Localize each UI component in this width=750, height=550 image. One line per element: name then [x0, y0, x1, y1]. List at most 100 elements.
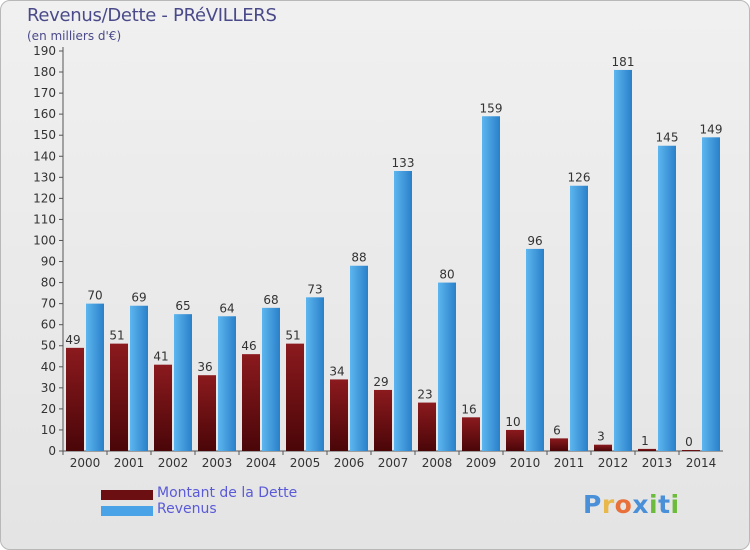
logo-letter: r — [601, 490, 615, 519]
y-tick-label: 0 — [48, 444, 56, 458]
bar-dette — [198, 375, 216, 451]
bar-revenus — [350, 265, 368, 451]
bar-revenus — [438, 282, 456, 451]
chart-subtitle: (en milliers d'€) — [27, 29, 122, 43]
x-tick-label: 2005 — [290, 456, 321, 470]
logo-letter: o — [614, 490, 633, 519]
y-tick-label: 70 — [41, 297, 56, 311]
x-tick-label: 2014 — [686, 456, 717, 470]
logo-letter: i — [670, 490, 680, 519]
x-tick-label: 2009 — [466, 456, 497, 470]
y-tick-label: 10 — [41, 423, 56, 437]
bar-dette — [638, 448, 656, 451]
data-label-dette: 6 — [553, 423, 561, 437]
data-label-revenus: 69 — [131, 291, 146, 305]
data-label-revenus: 181 — [612, 55, 635, 69]
data-label-dette: 23 — [417, 388, 432, 402]
bar-revenus — [218, 316, 236, 451]
bar-dette — [286, 343, 304, 451]
bar-revenus — [394, 171, 412, 451]
y-tick-label: 170 — [33, 86, 56, 100]
bar-revenus — [130, 305, 148, 451]
bar-dette — [682, 450, 700, 451]
y-tick-label: 80 — [41, 276, 56, 290]
bar-revenus — [570, 185, 588, 451]
y-tick-label: 100 — [33, 233, 56, 247]
y-tick-label: 180 — [33, 65, 56, 79]
bar-revenus — [702, 137, 720, 451]
y-tick-label: 140 — [33, 149, 56, 163]
bar-dette — [550, 438, 568, 451]
x-tick-label: 2008 — [422, 456, 453, 470]
logo-letter: x — [632, 490, 649, 519]
x-tick-label: 2001 — [114, 456, 145, 470]
y-tick-label: 150 — [33, 128, 56, 142]
data-label-revenus: 145 — [656, 131, 679, 145]
logo-letter: t — [658, 490, 671, 519]
data-label-dette: 51 — [285, 329, 300, 343]
bar-revenus — [86, 303, 104, 451]
chart-bars — [66, 69, 720, 452]
bar-dette — [110, 343, 128, 451]
y-tick-label: 40 — [41, 360, 56, 374]
y-tick-label: 30 — [41, 381, 56, 395]
bar-dette — [418, 402, 436, 451]
bar-dette — [506, 429, 524, 451]
x-tick-label: 2010 — [510, 456, 541, 470]
bar-revenus — [526, 248, 544, 451]
data-label-dette: 34 — [329, 364, 344, 378]
bar-revenus — [306, 297, 324, 451]
data-label-dette: 41 — [153, 350, 168, 364]
bar-dette — [462, 417, 480, 451]
data-label-dette: 3 — [597, 430, 605, 444]
data-label-dette: 1 — [641, 434, 649, 448]
data-label-revenus: 64 — [219, 301, 234, 315]
data-label-dette: 0 — [685, 435, 693, 449]
x-tick-label: 2013 — [642, 456, 673, 470]
legend-label-revenus: Revenus — [157, 501, 217, 517]
legend-swatch-dette — [101, 490, 153, 500]
chart-title: Revenus/Dette - PRéVILLERS — [27, 5, 277, 26]
x-tick-label: 2004 — [246, 456, 277, 470]
logo-letter: P — [583, 490, 602, 519]
chart-axes: 0102030405060708090100110120130140150160… — [33, 44, 723, 470]
data-label-dette: 46 — [241, 339, 256, 353]
bar-dette — [374, 389, 392, 451]
data-label-dette: 10 — [505, 415, 520, 429]
data-label-revenus: 126 — [568, 171, 591, 185]
x-tick-label: 2012 — [598, 456, 629, 470]
bar-dette — [154, 364, 172, 451]
y-tick-label: 110 — [33, 212, 56, 226]
bar-dette — [242, 354, 260, 451]
bar-revenus — [262, 307, 280, 451]
x-tick-label: 2006 — [334, 456, 365, 470]
y-tick-label: 160 — [33, 107, 56, 121]
chart-data-labels: 4970516941653664466851733488291332380161… — [65, 55, 722, 449]
x-tick-label: 2007 — [378, 456, 409, 470]
y-tick-label: 190 — [33, 44, 56, 58]
legend-label-dette: Montant de la Dette — [157, 485, 298, 501]
y-tick-label: 130 — [33, 170, 56, 184]
data-label-revenus: 159 — [480, 101, 503, 115]
x-tick-label: 2011 — [554, 456, 585, 470]
data-label-revenus: 149 — [700, 122, 723, 136]
x-tick-label: 2003 — [202, 456, 233, 470]
data-label-revenus: 133 — [392, 156, 415, 170]
x-tick-label: 2000 — [70, 456, 101, 470]
y-tick-label: 120 — [33, 191, 56, 205]
legend-swatch-revenus — [101, 506, 153, 516]
data-label-dette: 16 — [461, 402, 476, 416]
data-label-dette: 49 — [65, 333, 80, 347]
data-label-revenus: 73 — [307, 282, 322, 296]
data-label-dette: 29 — [373, 375, 388, 389]
data-label-revenus: 80 — [439, 268, 454, 282]
x-tick-label: 2002 — [158, 456, 189, 470]
logo-letter: i — [649, 490, 659, 519]
y-tick-label: 50 — [41, 339, 56, 353]
bar-revenus — [658, 145, 676, 451]
y-tick-label: 20 — [41, 402, 56, 416]
data-label-dette: 51 — [109, 329, 124, 343]
data-label-revenus: 70 — [87, 289, 102, 303]
